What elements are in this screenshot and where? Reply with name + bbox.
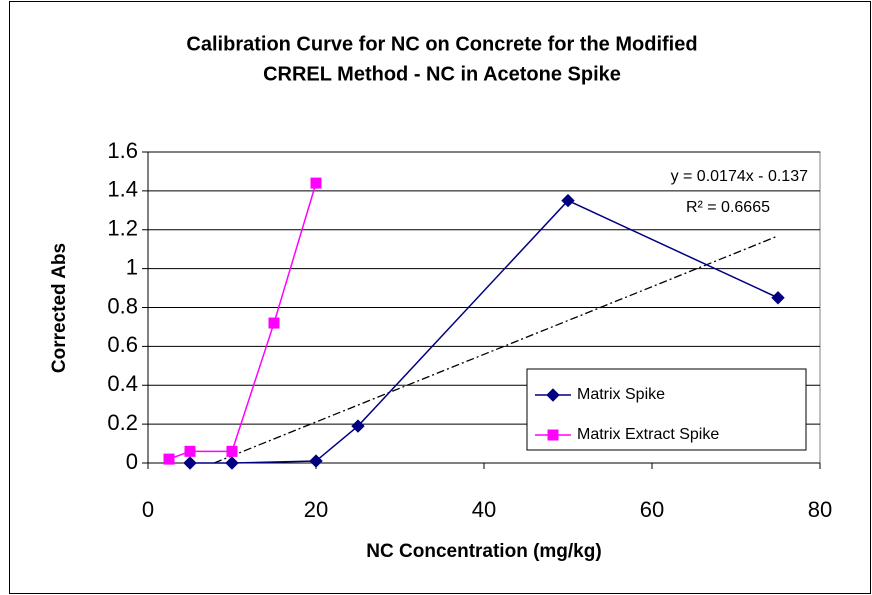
- data-point: [225, 456, 239, 470]
- y-axis-label: Corrected Abs: [49, 243, 70, 373]
- y-tick-label: 1: [126, 254, 138, 279]
- x-tick-label: 60: [640, 497, 664, 522]
- y-tick-label: 0.4: [107, 371, 138, 396]
- data-point: [226, 445, 238, 457]
- y-tick-label: 0: [126, 449, 138, 474]
- y-tick-label: 1.2: [107, 216, 138, 241]
- series-line: [190, 199, 779, 464]
- trendline-equation: y = 0.0174x - 0.137: [671, 168, 809, 185]
- y-tick-label: 1.4: [107, 177, 138, 202]
- data-point: [163, 453, 175, 465]
- chart-title: Calibration Curve for NC on Concrete for…: [186, 33, 697, 55]
- chart-title: CRREL Method - NC in Acetone Spike: [263, 63, 621, 85]
- y-tick-label: 0.2: [107, 410, 138, 435]
- x-tick-label: 40: [472, 497, 496, 522]
- y-tick-label: 0.6: [107, 332, 138, 357]
- data-point: [547, 429, 559, 441]
- x-axis-label: NC Concentration (mg/kg): [366, 541, 601, 562]
- legend-box: [526, 368, 807, 451]
- trendline: [213, 235, 779, 464]
- data-point: [351, 419, 365, 433]
- data-point: [310, 177, 322, 189]
- y-tick-label: 1.6: [107, 138, 138, 163]
- legend-label: Matrix Extract Spike: [577, 426, 719, 443]
- x-tick-label: 0: [142, 497, 154, 522]
- trendline-r2: R² = 0.6665: [686, 199, 770, 216]
- data-point: [561, 193, 575, 208]
- data-point: [268, 317, 280, 329]
- x-tick-label: 80: [808, 497, 832, 522]
- legend-label: Matrix Spike: [577, 386, 665, 403]
- y-tick-label: 0.8: [107, 293, 138, 318]
- data-point: [183, 456, 197, 470]
- x-tick-label: 20: [304, 497, 328, 522]
- data-point: [771, 291, 785, 305]
- data-point: [309, 454, 323, 468]
- data-point: [546, 388, 560, 402]
- data-point: [184, 445, 196, 457]
